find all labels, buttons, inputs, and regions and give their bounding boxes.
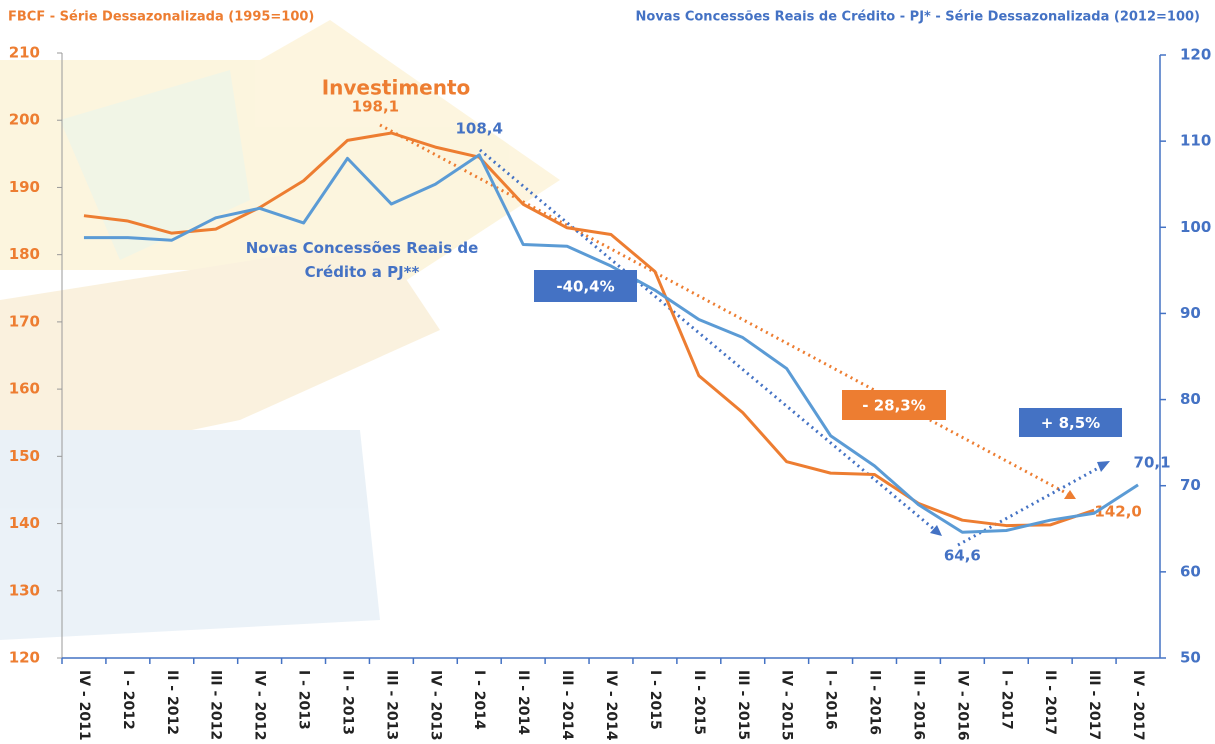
x-tick-label: II - 2016 <box>867 670 883 735</box>
y2-tick-label: 70 <box>1180 476 1201 494</box>
y-tick-label: 120 <box>9 649 40 667</box>
x-tick-label: IV - 2013 <box>427 670 443 741</box>
y2-tick-label: 110 <box>1180 132 1211 150</box>
y2-tick-label: 80 <box>1180 390 1201 408</box>
y-tick-label: 140 <box>9 514 40 532</box>
data-label: 108,4 <box>456 119 503 137</box>
x-tick-label: II - 2015 <box>691 670 707 735</box>
y-tick-label: 160 <box>9 380 40 398</box>
x-tick-label: IV - 2011 <box>76 670 92 741</box>
x-tick-label: I - 2016 <box>823 670 839 730</box>
annotation: -40,4% <box>556 278 614 296</box>
x-tick-label: III - 2013 <box>383 670 399 740</box>
x-tick-label: I - 2014 <box>471 670 487 730</box>
x-tick-label: III - 2017 <box>1086 670 1102 740</box>
y2-tick-label: 90 <box>1180 304 1201 322</box>
y2-tick-label: 100 <box>1180 218 1211 236</box>
y2-axis-title: Novas Concessões Reais de Crédito - PJ* … <box>636 10 1200 25</box>
annotation: + 8,5% <box>1041 414 1100 432</box>
x-tick-label: I - 2017 <box>998 670 1014 730</box>
data-label: 142,0 <box>1094 503 1141 521</box>
x-tick-label: I - 2013 <box>296 670 312 730</box>
y2-tick-label: 60 <box>1180 562 1201 580</box>
data-label: 198,1 <box>352 97 399 115</box>
annotation: - 28,3% <box>862 397 926 415</box>
x-tick-label: I - 2015 <box>647 670 663 730</box>
y-tick-label: 130 <box>9 581 40 599</box>
x-tick-label: III - 2012 <box>208 670 224 740</box>
x-tick-label: IV - 2016 <box>954 670 970 741</box>
x-tick-label: IV - 2012 <box>252 670 268 741</box>
y-tick-label: 180 <box>9 245 40 263</box>
data-label: 64,6 <box>944 547 981 565</box>
page: FBCF - Série Dessazonalizada (1995=100) … <box>0 0 1215 744</box>
x-tick-label: III - 2014 <box>559 670 575 740</box>
x-tick-label: III - 2015 <box>735 670 751 740</box>
y-tick-label: 170 <box>9 312 40 330</box>
y2-tick-label: 50 <box>1180 649 1201 667</box>
chart: FBCF - Série Dessazonalizada (1995=100) … <box>0 0 1215 744</box>
x-tick-label: IV - 2014 <box>603 670 619 741</box>
y-tick-label: 190 <box>9 178 40 196</box>
x-tick-label: II - 2012 <box>164 670 180 735</box>
data-label: 70,1 <box>1134 453 1171 471</box>
background <box>0 20 560 640</box>
y-tick-label: 210 <box>9 44 40 62</box>
y2-tick-label: 120 <box>1180 46 1211 64</box>
x-tick-label: III - 2016 <box>910 670 926 740</box>
x-tick-label: II - 2014 <box>515 670 531 735</box>
y-axis-title: FBCF - Série Dessazonalizada (1995=100) <box>8 10 314 25</box>
x-tick-label: I - 2012 <box>120 670 136 730</box>
y-tick-label: 150 <box>9 447 40 465</box>
series-label: Investimento <box>322 76 471 100</box>
x-tick-label: II - 2017 <box>1042 670 1058 735</box>
x-tick-label: IV - 2017 <box>1130 670 1146 741</box>
x-tick-label: IV - 2015 <box>779 670 795 741</box>
x-tick-label: II - 2013 <box>339 670 355 735</box>
y-tick-label: 200 <box>9 111 40 129</box>
